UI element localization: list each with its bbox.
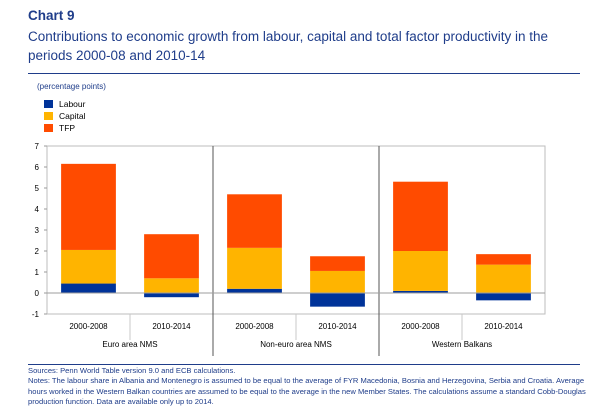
chart-title: Contributions to economic growth from la… [28,29,549,63]
bar-segment-tfp [476,254,531,265]
legend: Labour Capital TFP [44,98,85,134]
bar-segment-capital [393,251,448,291]
y-tick-label: 1 [35,268,40,277]
legend-item-capital: Capital [44,110,85,122]
y-tick-label: 4 [35,205,40,214]
y-tick-label: -1 [32,310,40,319]
legend-label-labour: Labour [59,99,86,109]
y-tick-label: 0 [35,289,40,298]
bar-segment-tfp [393,181,448,251]
y-tick-label: 6 [35,163,40,172]
bar-segment-tfp [310,256,365,271]
bar-segment-capital [61,249,116,284]
y-tick-label: 2 [35,247,40,256]
bar-segment-capital [310,270,365,293]
bar-segment-labour [310,293,365,307]
y-tick-label: 3 [35,226,40,235]
bar-segment-tfp [227,194,282,248]
y-tick-label: 7 [35,142,40,151]
y-tick-label: 5 [35,184,40,193]
footnotes: Sources: Penn World Table version 9.0 an… [28,366,588,407]
x-tick-label: 2000-2008 [235,322,274,331]
x-tick-label: 2010-2014 [318,322,357,331]
units-label: (percentage points) [37,82,106,91]
x-tick-label: 2000-2008 [69,322,108,331]
group-label: Western Balkans [432,340,492,349]
chart-number: Chart 9 [28,8,75,23]
top-rule [28,73,580,74]
notes-text: Notes: The labour share in Albania and M… [28,376,586,406]
bar-segment-capital [227,247,282,289]
legend-item-labour: Labour [44,98,85,110]
bar-segment-labour [61,283,116,293]
bar-segment-tfp [61,163,116,250]
bar-segment-labour [476,293,531,301]
bar-segment-labour [144,293,199,298]
x-tick-label: 2010-2014 [152,322,191,331]
bar-segment-tfp [144,234,199,279]
legend-swatch-tfp [44,124,53,132]
bar-segment-labour [393,290,448,293]
sources-note: Sources: Penn World Table version 9.0 an… [28,366,236,375]
legend-label-capital: Capital [59,111,86,121]
x-tick-label: 2010-2014 [484,322,523,331]
x-tick-label: 2000-2008 [401,322,440,331]
bar-segment-labour [227,288,282,293]
bar-segment-capital [476,264,531,293]
legend-swatch-capital [44,112,53,120]
stacked-bar-chart: -1 0 1 2 3 4 5 6 7 2000-2008 2010-2014 2000-2008 201… [32,142,546,356]
group-label: Non-euro area NMS [260,340,332,349]
bottom-rule [28,364,580,365]
bar-segment-capital [144,278,199,293]
legend-label-tfp: TFP [59,123,76,133]
group-label: Euro area NMS [102,340,157,349]
legend-item-tfp: TFP [44,122,85,134]
plot-frame [46,145,546,315]
legend-swatch-labour [44,100,53,108]
